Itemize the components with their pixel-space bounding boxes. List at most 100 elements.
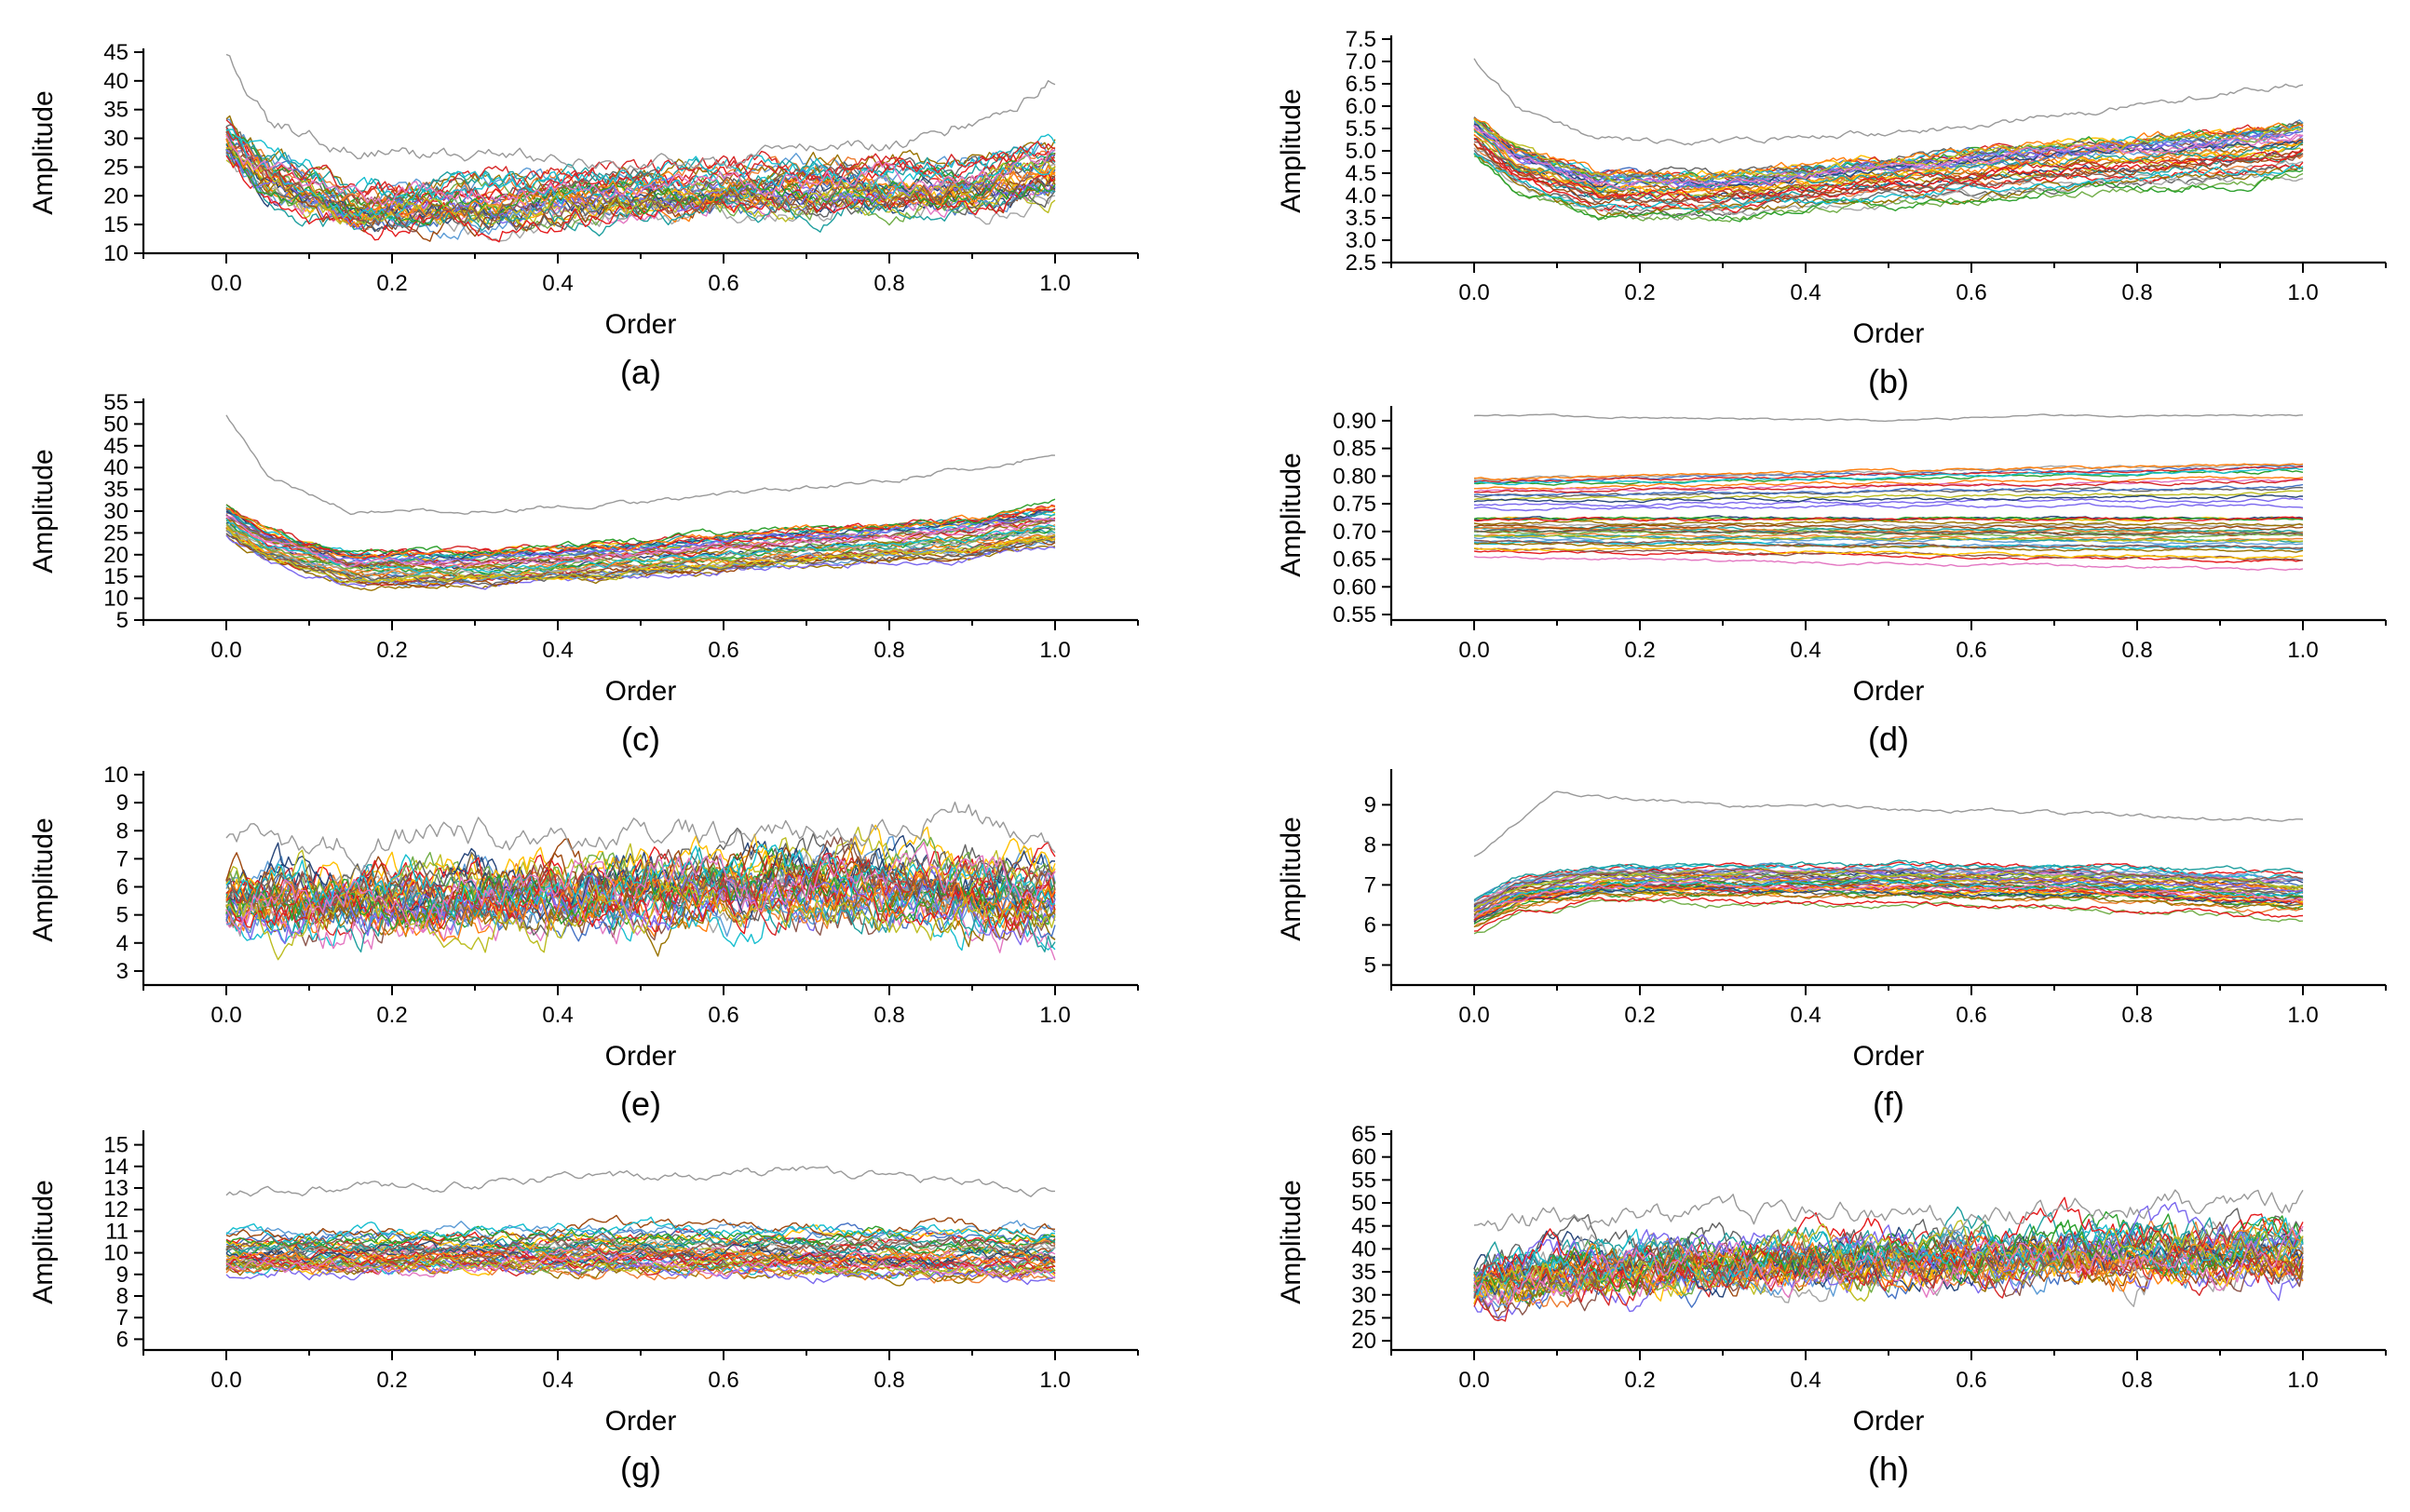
panel-b-y-tick-label: 5.0 xyxy=(1346,139,1376,164)
panel-e-x-tick-label: 0.2 xyxy=(376,1003,407,1028)
panel-a-y-tick-label: 20 xyxy=(103,183,129,209)
panel-d-y-tick-label: 0.85 xyxy=(1333,437,1376,462)
panel-e-x-axis-title: Order xyxy=(605,1041,677,1072)
panel-b-y-tick-label: 6.5 xyxy=(1346,72,1376,97)
panel-d-series-13 xyxy=(1473,497,2304,507)
panel-g-y-tick-label: 11 xyxy=(105,1219,129,1244)
panel-d-series-19 xyxy=(1473,547,2304,561)
panel-d-series-36 xyxy=(1473,463,2304,481)
panel-f-label: (f) xyxy=(1873,1085,1904,1123)
panel-c-series-group xyxy=(225,414,1056,591)
panel-b-y-tick-label: 2.5 xyxy=(1346,250,1376,276)
panel-h-y-tick-label: 20 xyxy=(1351,1329,1376,1354)
panel-g-series-40 xyxy=(225,1253,1056,1280)
panel-g-y-tick-label: 8 xyxy=(116,1284,129,1309)
panel-b-series-39 xyxy=(1473,141,2304,205)
panel-b-x-tick-label: 1.0 xyxy=(2287,280,2318,305)
panel-c-series-40 xyxy=(225,515,1056,570)
panel-f-y-axis-title: Amplitude xyxy=(1276,817,1307,940)
panel-b-series-12 xyxy=(1473,143,2304,213)
panel-f-x-tick-label: 0.6 xyxy=(1956,1003,1986,1028)
panel-g-y-tick-label: 12 xyxy=(103,1197,129,1222)
panel-f-series-35 xyxy=(1473,878,2304,918)
panel-b-series-group xyxy=(1473,58,2304,223)
panel-f-series-39 xyxy=(1473,867,2304,906)
panel-e-y-axis-title: Amplitude xyxy=(28,817,59,941)
panel-h-y-tick-label: 50 xyxy=(1351,1191,1376,1216)
panel-c-series-29 xyxy=(225,533,1056,586)
panel-c-x-axis-title: Order xyxy=(605,676,677,707)
panel-b-x-tick-label: 0.0 xyxy=(1458,280,1489,305)
panel-e-x-tick-label: 0.0 xyxy=(210,1003,241,1028)
panel-b-y-tick-label: 3.0 xyxy=(1346,228,1376,253)
panel-f-series-4 xyxy=(1473,884,2304,922)
panel-b-y-tick-label: 4.5 xyxy=(1346,161,1376,186)
panel-b-y-tick-label: 7.5 xyxy=(1346,27,1376,52)
panel-c-series-26 xyxy=(225,522,1056,574)
panel-d-x-tick-label: 0.6 xyxy=(1956,638,1986,663)
panel-h-series-group xyxy=(1473,1189,2304,1322)
panel-b-series-34 xyxy=(1473,138,2304,201)
panel-a-x-tick-label: 0.8 xyxy=(873,271,904,296)
panel-e-y-tick-label: 4 xyxy=(116,931,129,956)
panel-e-series-group xyxy=(225,801,1056,961)
panel-d-series-33 xyxy=(1473,502,2304,512)
panel-d-y-tick-label: 0.90 xyxy=(1333,409,1376,434)
panel-f-y-tick-label: 6 xyxy=(1364,912,1376,938)
panel-a-y-tick-label: 25 xyxy=(103,155,129,180)
panel-c-series-34 xyxy=(225,504,1056,556)
panel-c-label: (c) xyxy=(621,720,660,758)
panel-h-series-27 xyxy=(1473,1233,2304,1299)
panel-b-x-tick-label: 0.4 xyxy=(1790,280,1821,305)
panel-a-series-28 xyxy=(225,149,1056,242)
panel-a-x-tick-label: 0.6 xyxy=(708,271,738,296)
panel-h-y-tick-label: 45 xyxy=(1351,1214,1376,1239)
panel-b-x-tick-label: 0.2 xyxy=(1624,280,1655,305)
panel-g-x-tick-label: 0.2 xyxy=(376,1368,407,1393)
panel-c-series-36 xyxy=(225,506,1056,560)
panel-c-x-tick-label: 0.6 xyxy=(708,638,738,663)
panel-g-series-39 xyxy=(225,1232,1056,1260)
panel-d-series-39 xyxy=(1473,539,2304,550)
panel-d-series-32 xyxy=(1473,516,2304,522)
panel-h-series-39 xyxy=(1473,1221,2304,1299)
panel-d-y-tick-label: 0.80 xyxy=(1333,464,1376,489)
panel-f-series-32 xyxy=(1473,897,2304,932)
panel-c-y-tick-label: 20 xyxy=(103,543,129,568)
panel-c-series-35 xyxy=(225,498,1056,556)
panel-b-series-37 xyxy=(1473,152,2304,211)
panel-g-x-axis-title: Order xyxy=(605,1406,677,1437)
panel-c-y-tick-label: 15 xyxy=(103,564,129,589)
panel-g-y-tick-label: 14 xyxy=(103,1154,129,1180)
panel-e-series-36 xyxy=(225,862,1056,942)
panel-h-y-tick-label: 55 xyxy=(1351,1168,1376,1193)
panel-f-y-tick-label: 5 xyxy=(1364,952,1376,978)
panel-e-y-tick-label: 3 xyxy=(116,959,129,984)
panel-e-series-40 xyxy=(225,842,1056,935)
panel-d-y-tick-label: 0.55 xyxy=(1333,602,1376,628)
panel-c-x-tick-label: 0.4 xyxy=(542,638,573,663)
panel-e-series-outlier xyxy=(225,801,1056,873)
panel-h-series-33 xyxy=(1473,1201,2304,1282)
panel-c-series-33 xyxy=(225,514,1056,565)
panel-f-series-outlier xyxy=(1473,790,2304,857)
panel-a-x-tick-label: 1.0 xyxy=(1039,271,1070,296)
panel-b-y-tick-label: 4.0 xyxy=(1346,183,1376,209)
panel-c-y-tick-label: 40 xyxy=(103,455,129,480)
panel-a-series-35 xyxy=(225,141,1056,225)
panel-d-series-21 xyxy=(1473,483,2304,497)
panel-d-x-tick-label: 0.8 xyxy=(2121,638,2152,663)
panel-f-x-tick-label: 0.2 xyxy=(1624,1003,1655,1028)
panel-e-y-tick-label: 5 xyxy=(116,903,129,928)
panel-g-series-25 xyxy=(225,1220,1056,1243)
panel-g-x-tick-label: 0.8 xyxy=(873,1368,904,1393)
panel-b-series-40 xyxy=(1473,125,2304,191)
panel-d-series-28 xyxy=(1473,523,2304,531)
panel-d-series-12 xyxy=(1473,550,2304,563)
panel-b-series-28 xyxy=(1473,143,2304,206)
panel-c-y-tick-label: 35 xyxy=(103,478,129,503)
panel-d-series-40 xyxy=(1473,556,2304,571)
panel-d-series-2 xyxy=(1473,532,2304,544)
panel-c-series-37 xyxy=(225,518,1056,574)
panel-d-y-axis-title: Amplitude xyxy=(1276,452,1307,576)
